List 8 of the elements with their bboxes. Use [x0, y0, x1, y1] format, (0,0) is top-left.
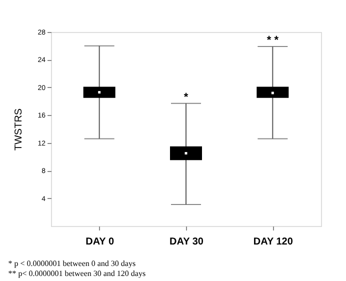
annotation: *	[184, 91, 189, 104]
annotation: * *	[266, 34, 280, 47]
text: ** p< 0.0000001 between 30 and 120 days	[8, 269, 146, 278]
x-tick-label: DAY 30	[170, 236, 204, 248]
x-tick-label: DAY 120	[253, 236, 294, 248]
x-tick-label: DAY 0	[86, 236, 114, 248]
y-axis-title: TWSTRS	[14, 108, 25, 151]
text: * p < 0.0000001 between 0 and 30 days	[8, 259, 136, 268]
